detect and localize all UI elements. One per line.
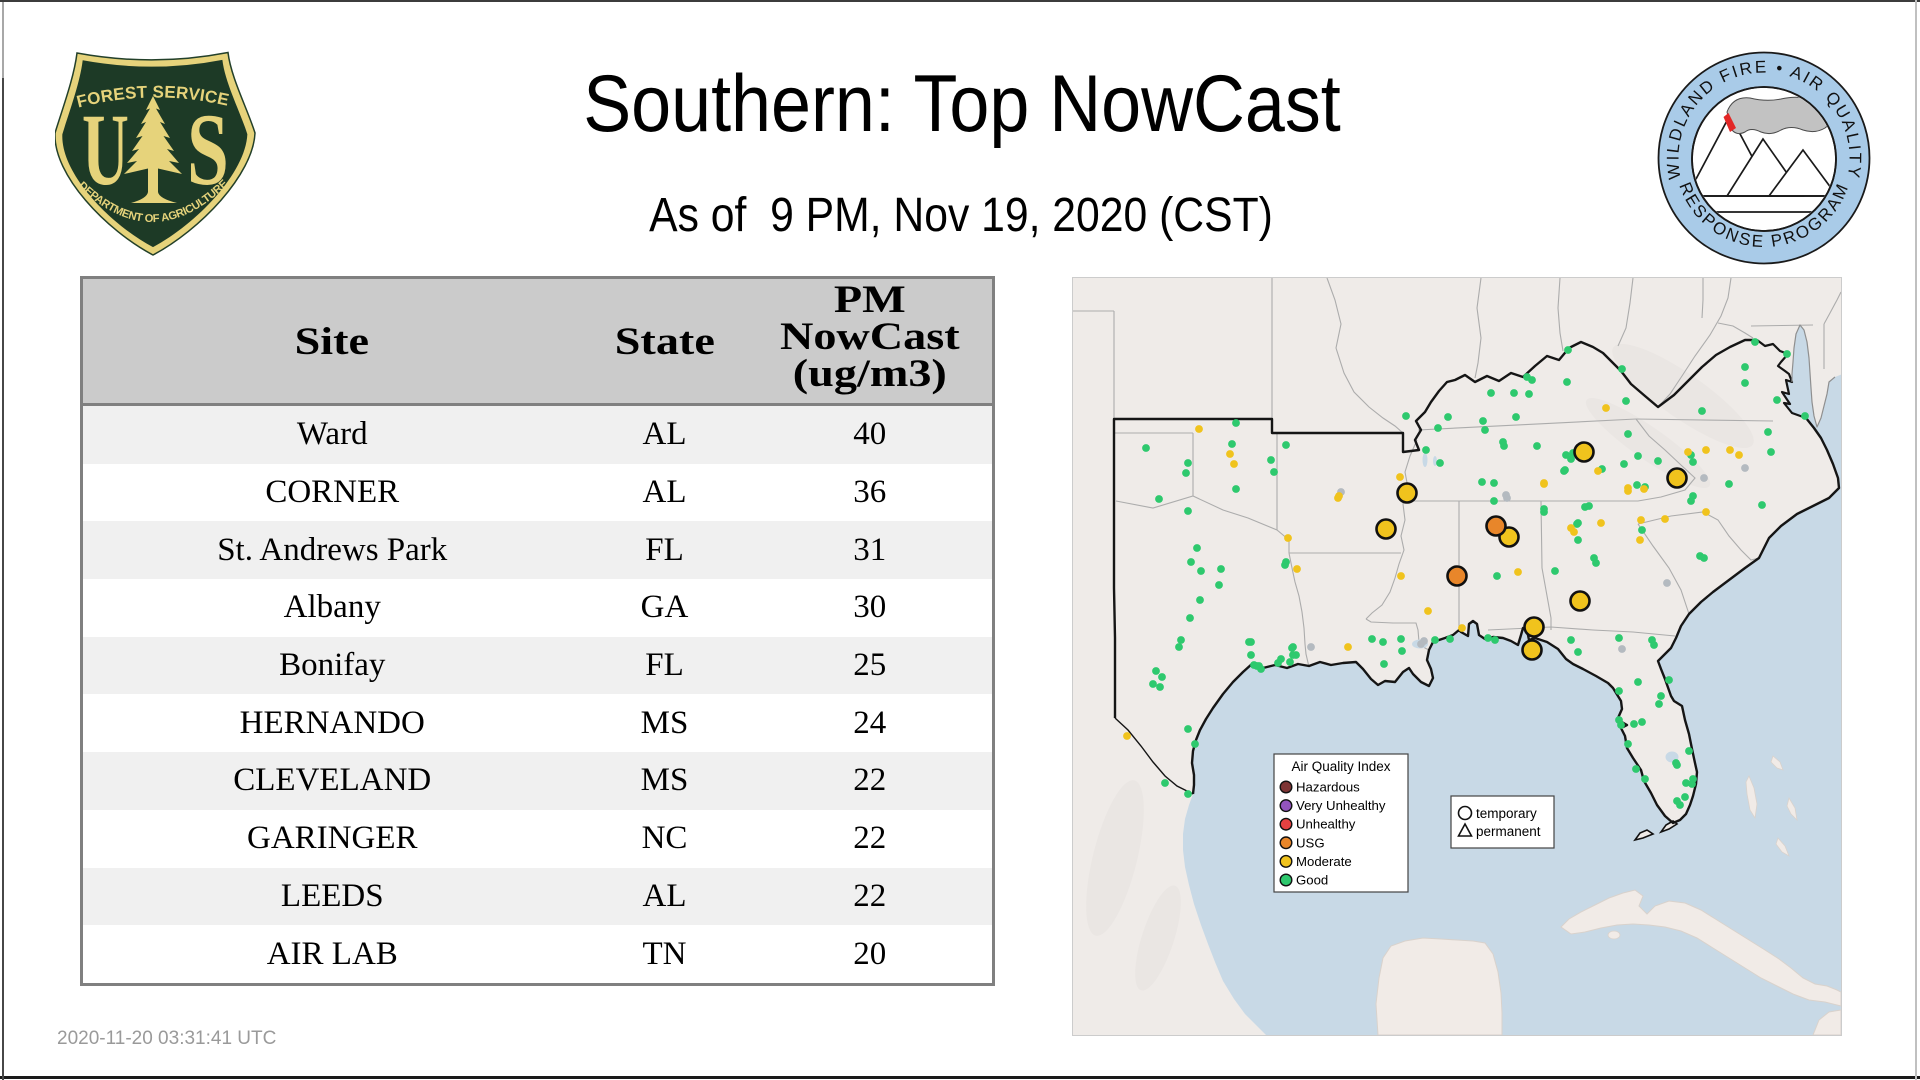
svg-text:Air Quality Index: Air Quality Index xyxy=(1291,759,1390,774)
svg-text:Moderate: Moderate xyxy=(1296,854,1352,869)
svg-text:USG: USG xyxy=(1296,835,1325,850)
svg-text:temporary: temporary xyxy=(1476,806,1537,821)
svg-text:permanent: permanent xyxy=(1476,824,1541,839)
svg-text:Good: Good xyxy=(1296,873,1328,888)
svg-text:U: U xyxy=(82,92,129,207)
svg-text:Very Unhealthy: Very Unhealthy xyxy=(1296,798,1386,813)
svg-text:Hazardous: Hazardous xyxy=(1296,780,1360,795)
svg-text:S: S xyxy=(187,93,229,207)
svg-text:Unhealthy: Unhealthy xyxy=(1296,817,1356,832)
